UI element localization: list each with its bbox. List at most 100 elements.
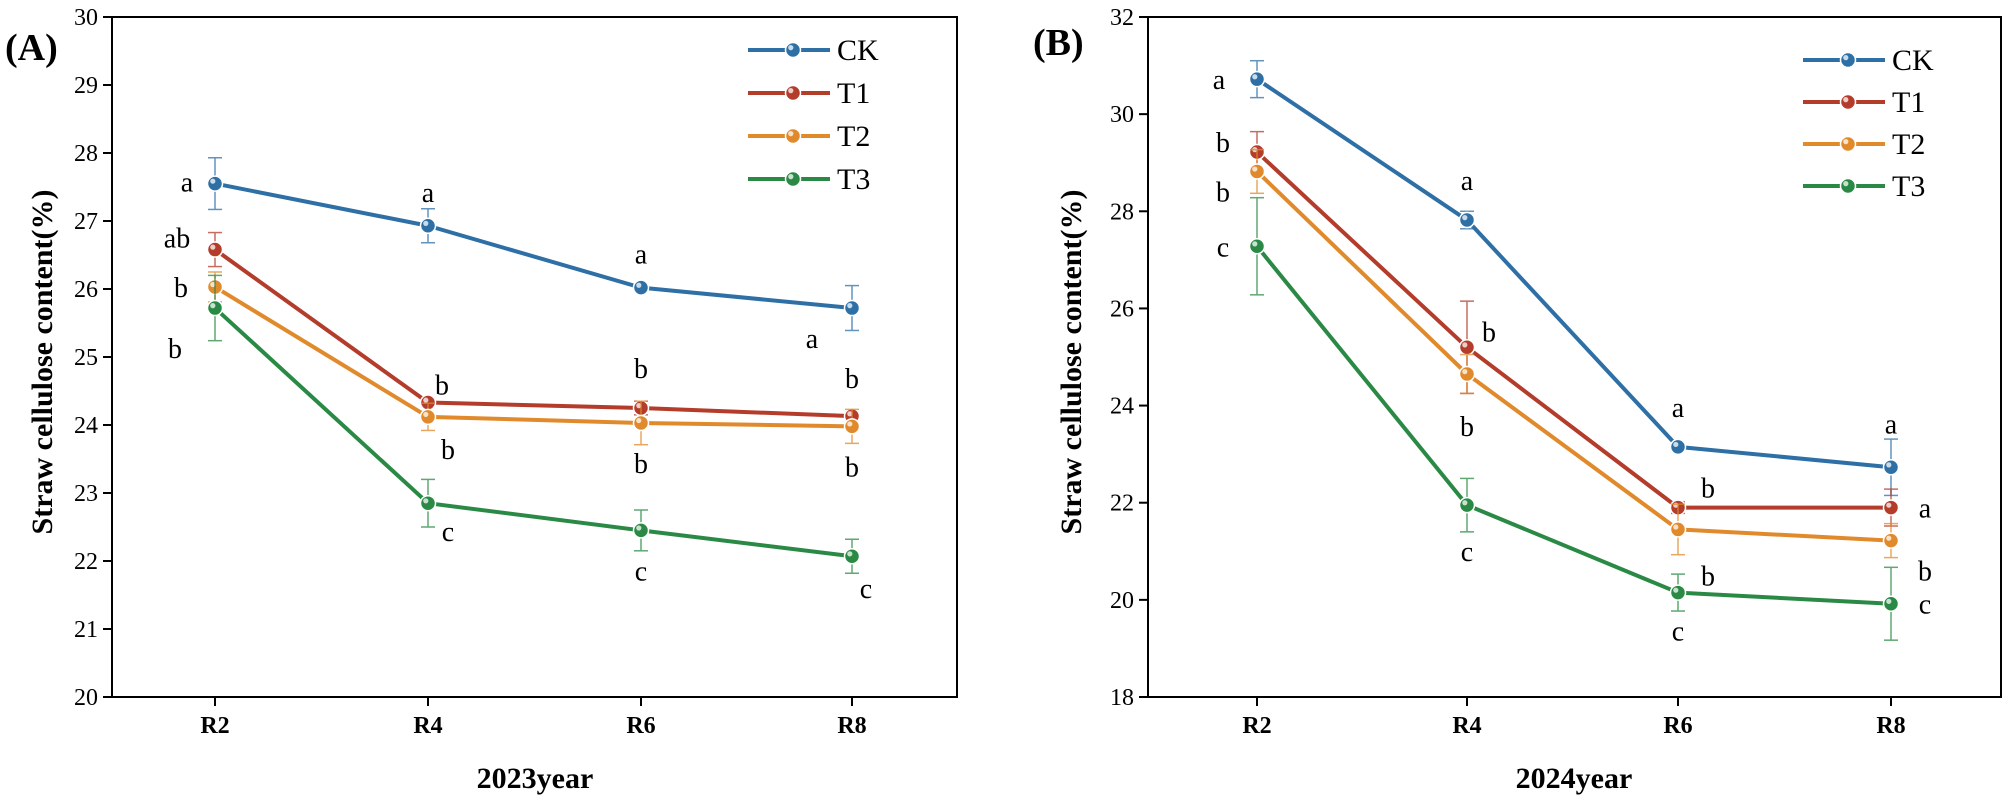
panel-a-series-ck: [206, 157, 861, 332]
panel-a-point-t2: [419, 408, 437, 426]
panel-a-point-highlight: [210, 244, 216, 250]
panel-a-x-tick-label: R6: [626, 713, 655, 739]
panel-a-legend-item-t1: T1: [748, 77, 870, 110]
panel-b-x-tick-label: R6: [1663, 713, 1692, 739]
panel-a: (A) Straw cellulose content(%) 2023year …: [5, 5, 958, 795]
panel-a-point-highlight: [423, 220, 429, 226]
panel-a-x-tick-label: R2: [200, 713, 229, 739]
panel-a-significance-letter: b: [634, 354, 648, 385]
panel-a-point-highlight: [636, 417, 642, 424]
panel-b-point-ck: [1669, 438, 1687, 456]
panel-b-y-tick-label: 20: [1110, 588, 1134, 614]
panel-b-y-tick-label: 18: [1110, 685, 1134, 711]
panel-a-point-t3: [206, 299, 224, 317]
panel-a-line-ck: [214, 181, 853, 311]
panel-b-y-tick-label: 32: [1110, 5, 1134, 31]
panel-b-legend-item-t2: T2: [1803, 128, 1925, 161]
panel-b-point-t2: [1458, 365, 1476, 383]
panel-a-point-ck: [206, 175, 224, 192]
panel-b-series-t1: [1248, 130, 1900, 527]
panel-a-series-t3: [206, 274, 861, 574]
panel-b-y-tick-label: 22: [1110, 491, 1134, 517]
panel-a-x-tick-label: R8: [837, 713, 866, 739]
panel-a-significance-letter: c: [442, 517, 454, 548]
panel-b-point-highlight: [1886, 502, 1892, 508]
panel-a-legend: CK T1 T2 T3: [748, 34, 879, 196]
panel-b-point-highlight: [1673, 524, 1679, 530]
panel-a-legend-item-t2: T2: [748, 120, 870, 153]
panel-b-point-highlight: [1462, 500, 1468, 506]
panel-b-significance-letter: b: [1701, 561, 1715, 592]
panel-b-significance-letter: c: [1461, 537, 1473, 568]
panel-a-point-t3: [632, 522, 650, 539]
panel-a-point-highlight: [423, 411, 429, 418]
panel-a-point-highlight: [847, 303, 853, 309]
panel-a-point-highlight: [636, 525, 642, 531]
panel-b-line-t3: [1255, 244, 1892, 606]
panel-b-point-t2: [1882, 532, 1900, 549]
panel-b-x-tick-label: R4: [1452, 713, 1481, 739]
panel-b-y-axis-title: Straw cellulose content(%): [1055, 190, 1088, 535]
panel-a-line-t2: [213, 285, 853, 429]
panel-a-significance-letter: a: [181, 168, 194, 199]
panel-b-x-tick-label: R2: [1242, 713, 1271, 739]
panel-a-point-highlight: [847, 421, 853, 427]
panel-b-x-axis-title: 2024year: [1516, 762, 1633, 795]
panel-b-point-t1: [1458, 339, 1476, 356]
panel-b-point-ck: [1882, 459, 1900, 476]
panel-a-point-highlight: [847, 551, 853, 557]
panel-a-y-tick-label: 29: [74, 73, 98, 99]
panel-b-series: [1248, 59, 1900, 641]
panel-b-line-t1: [1255, 150, 1891, 510]
panel-b-significance-letter: b: [1701, 474, 1715, 505]
panel-a-line-t3: [213, 306, 853, 559]
panel-a-y-tick-label: 22: [74, 549, 98, 575]
panel-a-legend-item-ck: CK: [748, 34, 879, 67]
panel-b-point-t2: [1248, 163, 1266, 180]
panel-a-point-highlight: [847, 411, 853, 417]
panel-a-significance-letter: a: [422, 178, 435, 209]
panel-b-point-highlight: [1252, 166, 1258, 172]
panel-a-significance-letter: ab: [164, 224, 190, 255]
panel-b-y-ticks: 18 20 22 24 26 28 30 32: [1110, 5, 1148, 711]
panel-a-plot-frame: [111, 16, 958, 698]
panel-b-y-tick-label: 24: [1110, 394, 1134, 420]
panel-b-significance-letter: b: [1482, 317, 1496, 348]
panel-a-point-t3: [843, 547, 861, 565]
panel-b: (B) Straw cellulose content(%) 2024year …: [1033, 5, 2002, 795]
panel-b-legend-item-t1: T1: [1803, 86, 1925, 119]
panel-b-point-highlight: [1886, 535, 1892, 541]
panel-a-series-t1: [206, 231, 861, 425]
panel-a-x-ticks: R2 R4 R6 R8: [200, 697, 867, 739]
panel-a-significance-letter: a: [635, 240, 648, 271]
panel-b-significance-letter: c: [1672, 617, 1684, 648]
panel-b-significance-letter: b: [1216, 128, 1230, 159]
panel-b-line-t2: [1255, 170, 1892, 543]
panel-b-point-t2: [1669, 521, 1687, 538]
panel-b-point-highlight: [1886, 462, 1892, 468]
panel-b-point-ck: [1458, 211, 1476, 229]
panel-b-x-tick-label: R8: [1876, 713, 1905, 739]
panel-b-point-t3: [1248, 238, 1266, 255]
panel-b-point-highlight: [1462, 342, 1468, 348]
panel-b-significance-letter: a: [1213, 65, 1226, 96]
panel-b-point-t3: [1458, 496, 1476, 514]
panel-a-y-tick-label: 27: [74, 209, 98, 235]
panel-a-point-highlight: [636, 282, 642, 288]
panel-a-point-highlight: [636, 403, 642, 409]
panel-b-y-tick-label: 26: [1110, 296, 1134, 322]
panel-a-significance-letter: b: [845, 364, 859, 395]
panel-b-legend-item-t3: T3: [1803, 170, 1925, 203]
panel-b-point-highlight: [1462, 369, 1468, 375]
panel-b-significance-letter: c: [1217, 232, 1229, 263]
panel-b-significance-letter: a: [1672, 393, 1685, 424]
panel-a-significance-letter: b: [845, 452, 859, 483]
panel-a-y-tick-label: 20: [74, 685, 98, 711]
panel-a-significance-letter: b: [441, 435, 455, 466]
panel-b-significance-letter: b: [1460, 412, 1474, 443]
panel-b-series-t3: [1248, 196, 1900, 641]
panel-a-y-axis-title: Straw cellulose content(%): [26, 190, 59, 535]
panel-b-series-t2: [1248, 148, 1900, 559]
